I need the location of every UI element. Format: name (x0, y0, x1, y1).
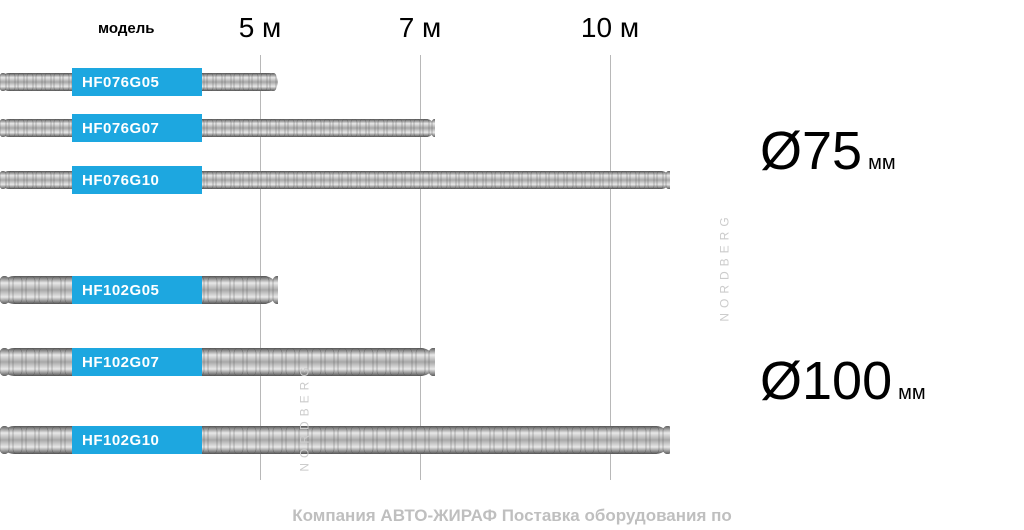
hose-graphic (0, 348, 435, 376)
model-tag: HF102G05 (72, 276, 202, 304)
scale-tick-label: 10 м (581, 12, 639, 44)
footer-company-text: Компания АВТО-ЖИРАФ Поставка оборудовани… (292, 506, 732, 526)
hose-graphic (0, 119, 435, 137)
model-tag: HF076G05 (72, 68, 202, 96)
diameter-unit: мм (898, 382, 926, 405)
diameter-symbol: Ø (760, 120, 802, 182)
hose-row (0, 348, 435, 376)
scale-tick-label: 7 м (399, 12, 442, 44)
diameter-unit: мм (868, 152, 896, 175)
scale-tick-label: 5 м (239, 12, 282, 44)
nordberg-watermark: NORDBERG (298, 362, 312, 471)
hose-size-chart: модель 5 м 7 м 10 м HF076G05 HF076G07 HF076G10… (0, 0, 1024, 530)
model-tag: HF076G10 (72, 166, 202, 194)
nordberg-watermark: NORDBERG (718, 212, 732, 321)
model-tag: HF076G07 (72, 114, 202, 142)
scale-gridline (610, 55, 611, 480)
model-tag: HF102G10 (72, 426, 202, 454)
hose-row (0, 119, 435, 137)
diameter-symbol: Ø (760, 350, 802, 412)
diameter-value: 75 (802, 120, 862, 182)
diameter-label: Ø75 мм (760, 120, 896, 182)
diameter-label: Ø100 мм (760, 350, 926, 412)
model-tag: HF102G07 (72, 348, 202, 376)
diameter-value: 100 (802, 350, 892, 412)
model-column-header: модель (98, 20, 154, 37)
